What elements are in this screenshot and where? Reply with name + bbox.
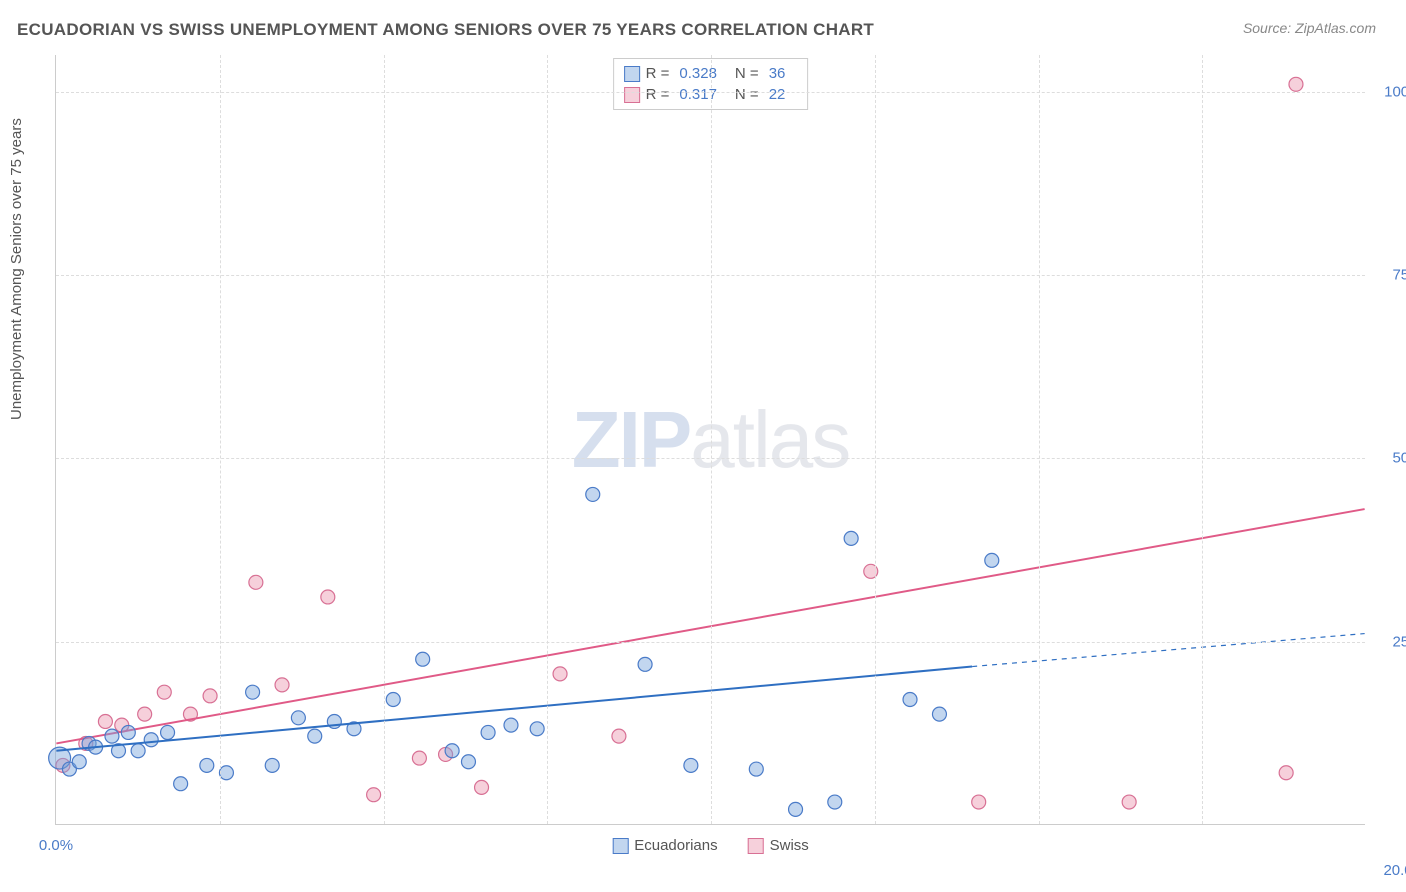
data-point-ecuadorians: [161, 725, 175, 739]
series-legend: Ecuadorians Swiss: [612, 837, 809, 854]
data-point-swiss: [1289, 77, 1303, 91]
x-tick-label: 0.0%: [39, 837, 73, 854]
data-point-swiss: [203, 689, 217, 703]
y-tick-label: 75.0%: [1375, 267, 1406, 284]
data-point-swiss: [1122, 795, 1136, 809]
data-point-ecuadorians: [749, 762, 763, 776]
data-point-ecuadorians: [174, 777, 188, 791]
source-name: ZipAtlas.com: [1295, 20, 1376, 36]
data-point-swiss: [275, 678, 289, 692]
swatch-ecuadorians-bottom: [612, 838, 628, 854]
data-point-ecuadorians: [72, 755, 86, 769]
data-point-ecuadorians: [105, 729, 119, 743]
gridline-v: [547, 55, 548, 824]
source-attribution: Source: ZipAtlas.com: [1243, 20, 1376, 36]
data-point-swiss: [553, 667, 567, 681]
data-point-swiss: [1279, 766, 1293, 780]
y-axis-label: Unemployment Among Seniors over 75 years: [8, 118, 25, 420]
data-point-ecuadorians: [985, 553, 999, 567]
legend-item-ecuadorians: Ecuadorians: [612, 837, 717, 854]
data-point-ecuadorians: [291, 711, 305, 725]
y-tick-label: 100.0%: [1375, 83, 1406, 100]
legend-label-swiss: Swiss: [770, 837, 809, 854]
source-label: Source:: [1243, 20, 1295, 36]
data-point-ecuadorians: [416, 652, 430, 666]
data-point-ecuadorians: [530, 722, 544, 736]
data-point-swiss: [138, 707, 152, 721]
data-point-ecuadorians: [219, 766, 233, 780]
trendline-extension-ecuadorians: [972, 634, 1364, 667]
data-point-ecuadorians: [481, 725, 495, 739]
gridline-v: [384, 55, 385, 824]
data-point-ecuadorians: [903, 693, 917, 707]
data-point-swiss: [98, 714, 112, 728]
gridline-v: [1039, 55, 1040, 824]
data-point-ecuadorians: [308, 729, 322, 743]
gridline-v: [711, 55, 712, 824]
data-point-swiss: [249, 575, 263, 589]
data-point-swiss: [412, 751, 426, 765]
data-point-swiss: [321, 590, 335, 604]
data-point-ecuadorians: [131, 744, 145, 758]
data-point-ecuadorians: [828, 795, 842, 809]
data-point-swiss: [367, 788, 381, 802]
data-point-ecuadorians: [121, 725, 135, 739]
chart-title: ECUADORIAN VS SWISS UNEMPLOYMENT AMONG S…: [17, 20, 874, 40]
data-point-ecuadorians: [265, 758, 279, 772]
data-point-swiss: [612, 729, 626, 743]
legend-item-swiss: Swiss: [748, 837, 809, 854]
swatch-swiss-bottom: [748, 838, 764, 854]
gridline-v: [220, 55, 221, 824]
data-point-ecuadorians: [504, 718, 518, 732]
data-point-swiss: [972, 795, 986, 809]
data-point-ecuadorians: [144, 733, 158, 747]
data-point-ecuadorians: [445, 744, 459, 758]
data-point-ecuadorians: [246, 685, 260, 699]
data-point-ecuadorians: [386, 693, 400, 707]
gridline-v: [875, 55, 876, 824]
data-point-ecuadorians: [461, 755, 475, 769]
data-point-swiss: [475, 780, 489, 794]
data-point-ecuadorians: [200, 758, 214, 772]
legend-label-ecuadorians: Ecuadorians: [634, 837, 717, 854]
data-point-ecuadorians: [684, 758, 698, 772]
data-point-ecuadorians: [586, 487, 600, 501]
y-tick-label: 25.0%: [1375, 633, 1406, 650]
data-point-ecuadorians: [932, 707, 946, 721]
data-point-ecuadorians: [789, 802, 803, 816]
y-tick-label: 50.0%: [1375, 450, 1406, 467]
data-point-ecuadorians: [844, 531, 858, 545]
data-point-ecuadorians: [638, 657, 652, 671]
chart-plot-area: ZIPatlas R = 0.328 N = 36 R = 0.317 N = …: [55, 55, 1365, 825]
data-point-swiss: [157, 685, 171, 699]
x-tick-label: 20.0%: [1383, 862, 1406, 879]
gridline-v: [1202, 55, 1203, 824]
